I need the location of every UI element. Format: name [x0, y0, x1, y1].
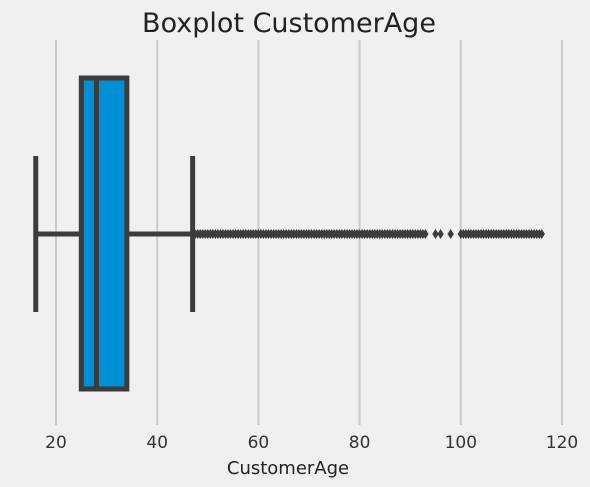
x-tick-label-40: 40	[146, 433, 168, 453]
x-tick-labels: 20 40 60 80 100 120	[45, 433, 578, 453]
x-tick-label-80: 80	[349, 433, 371, 453]
outlier-point	[538, 229, 545, 239]
x-tick-label-100: 100	[445, 433, 477, 453]
x-tick-label-60: 60	[248, 433, 270, 453]
box	[78, 75, 130, 392]
outlier-point	[447, 229, 454, 239]
outlier-point	[437, 229, 444, 239]
chart-title: Boxplot CustomerAge	[142, 8, 436, 39]
x-axis-label: CustomerAge	[227, 458, 349, 479]
outliers	[191, 229, 545, 239]
iqr-box	[78, 75, 130, 392]
outlier-point	[422, 229, 429, 239]
outlier-point	[432, 229, 439, 239]
x-tick-label-20: 20	[45, 433, 67, 453]
x-tick-label-120: 120	[546, 433, 578, 453]
